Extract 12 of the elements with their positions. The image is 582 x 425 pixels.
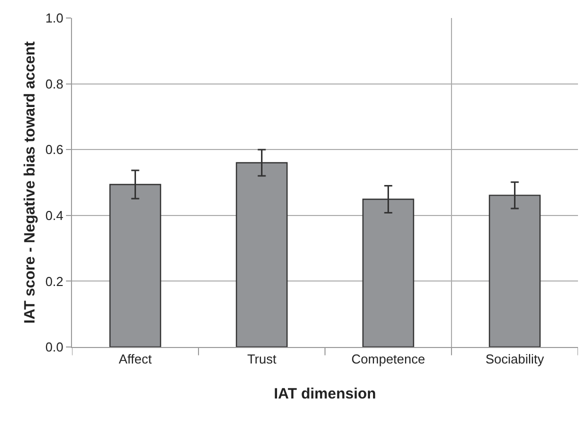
y-tick-label: 0.2 <box>45 274 64 289</box>
x-tick-label: Competence <box>351 352 426 367</box>
y-tick-label: 0.6 <box>45 142 64 158</box>
x-axis-title: IAT dimension <box>274 386 376 403</box>
y-tick-label: 0.0 <box>45 340 64 355</box>
x-tick-label: Trust <box>247 352 277 367</box>
y-tick-label: 0.4 <box>45 208 64 223</box>
x-tick-label: Sociability <box>485 352 545 367</box>
y-tick-label: 0.8 <box>45 76 64 92</box>
y-tick-label: 1.0 <box>45 10 64 26</box>
y-axis-title: IAT score - Negative bias toward accent <box>22 41 39 324</box>
x-tick-label: Affect <box>118 352 152 367</box>
